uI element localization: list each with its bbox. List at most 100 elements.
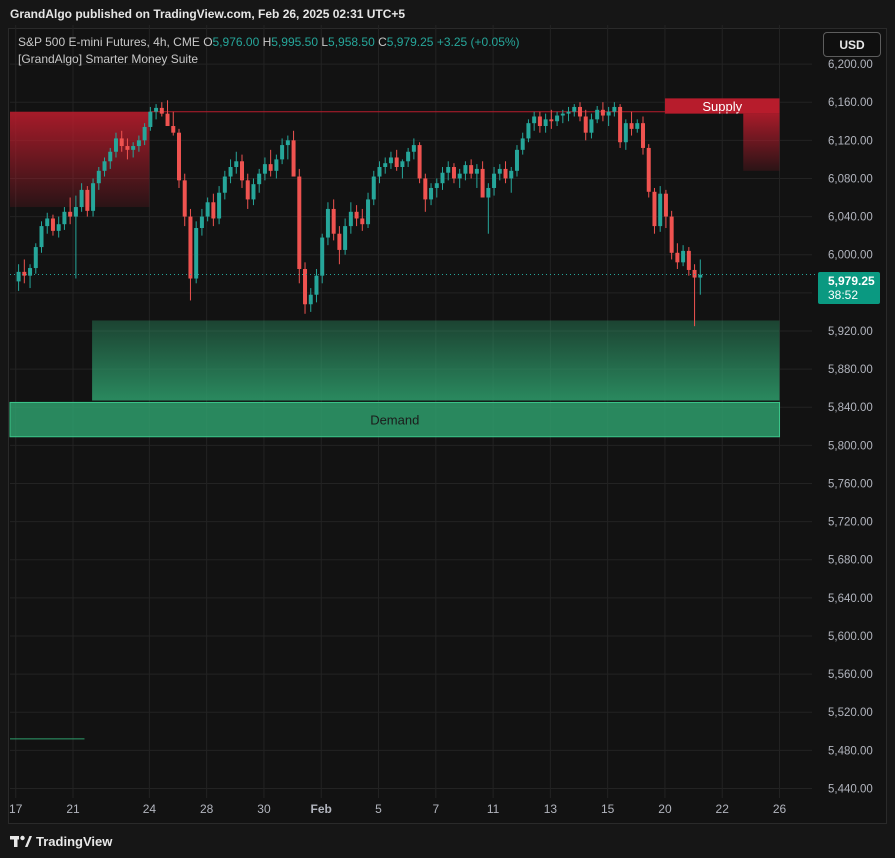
high-label: H xyxy=(262,35,272,49)
y-tick-label: 6,200.00 xyxy=(828,59,873,71)
candle-body xyxy=(113,138,118,152)
candle-body xyxy=(39,226,44,248)
candle-body xyxy=(291,140,296,177)
indicator-title[interactable]: [GrandAlgo] Smarter Money Suite xyxy=(18,52,199,66)
candle-body xyxy=(514,149,519,171)
candle-body xyxy=(50,218,55,231)
candle-body xyxy=(669,216,674,253)
tradingview-logo[interactable]: TradingView xyxy=(10,832,112,850)
last-price-value: 5,979.25 xyxy=(828,274,875,288)
y-tick-label: 5,760.00 xyxy=(828,478,873,490)
candle-body xyxy=(91,183,96,211)
open-label: O xyxy=(203,35,213,49)
candle-body xyxy=(411,145,416,152)
candle-body xyxy=(641,123,646,148)
candle-body xyxy=(274,159,279,171)
y-tick-label: 6,080.00 xyxy=(828,173,873,185)
candle-body xyxy=(371,176,376,200)
candle-body xyxy=(194,228,199,279)
candle-body xyxy=(497,168,502,174)
x-tick-label: 21 xyxy=(66,802,80,816)
candles xyxy=(10,100,818,327)
candle-body xyxy=(606,111,611,116)
candle-body xyxy=(595,109,600,120)
low-value: 5,958.50 xyxy=(328,35,375,49)
candle-body xyxy=(228,167,233,177)
candle-body xyxy=(629,123,634,129)
candle-body xyxy=(612,106,617,112)
candle-body xyxy=(314,275,319,295)
candle-body xyxy=(532,116,537,124)
candle-body xyxy=(343,226,348,250)
high-value: 5,995.50 xyxy=(271,35,318,49)
open-value: 5,976.00 xyxy=(212,35,260,49)
candle-body xyxy=(222,176,227,193)
y-tick-label: 5,880.00 xyxy=(828,364,873,376)
x-tick-label: 20 xyxy=(658,802,672,816)
low-label: L xyxy=(321,35,329,49)
y-tick-label: 5,560.00 xyxy=(828,669,873,681)
x-tick-label: 26 xyxy=(773,802,787,816)
candle-body xyxy=(446,167,451,173)
symbol-title: S&P 500 E-mini Futures, 4h, CME xyxy=(18,35,200,49)
candle-body xyxy=(429,187,434,200)
candle-body xyxy=(159,107,164,114)
candle-body xyxy=(240,161,245,181)
candle-body xyxy=(566,111,571,114)
y-tick-label: 6,000.00 xyxy=(828,250,873,262)
candle-body xyxy=(577,106,582,117)
candle-body xyxy=(16,271,21,282)
candle-body xyxy=(257,173,262,185)
x-tick-label: 13 xyxy=(544,802,558,816)
price-chart[interactable]: Supply Demand 6,200.00 6,160.00 6,120.00 6,0… xyxy=(0,0,895,824)
candle-body xyxy=(45,218,50,227)
tradingview-logo-icon xyxy=(10,835,32,847)
candle-body xyxy=(136,140,141,147)
candle-body xyxy=(675,252,680,263)
candle-body xyxy=(85,189,90,211)
candle-body xyxy=(623,123,628,143)
candle-body xyxy=(509,170,514,179)
candle-body xyxy=(457,173,462,179)
candle-body xyxy=(148,111,153,127)
candle-body xyxy=(188,216,193,279)
candle-body xyxy=(635,123,640,129)
candle-body xyxy=(245,180,250,200)
candle-body xyxy=(549,119,554,122)
candle-body xyxy=(348,211,353,227)
zone-supply xyxy=(664,98,780,114)
candle-body xyxy=(366,199,371,225)
candle-body xyxy=(543,119,548,127)
candle-body xyxy=(217,192,222,219)
candle-body xyxy=(394,157,399,168)
candle-body xyxy=(658,193,663,227)
candle-body xyxy=(537,116,542,127)
candle-body xyxy=(652,191,657,227)
candle-body xyxy=(171,126,176,133)
candle-body xyxy=(108,151,113,162)
candle-body xyxy=(423,178,428,200)
candle-body xyxy=(102,161,107,171)
candle-body xyxy=(486,187,491,198)
candle-body xyxy=(303,268,308,305)
y-tick-label: 6,120.00 xyxy=(828,135,873,147)
candle-body xyxy=(73,207,78,217)
candle-body xyxy=(262,164,267,174)
y-tick-label: 5,800.00 xyxy=(828,440,873,452)
candle-body xyxy=(308,294,313,305)
candle-body xyxy=(331,208,336,234)
candle-body xyxy=(142,126,147,141)
close-value: 5,979.25 xyxy=(386,35,434,49)
axes: 6,200.00 6,160.00 6,120.00 6,080.00 6,040.00… xyxy=(9,59,873,816)
candle-body xyxy=(154,107,159,112)
candle-body xyxy=(205,202,210,217)
zone-demand xyxy=(9,401,781,438)
y-tick-label: 5,600.00 xyxy=(828,631,873,643)
y-tick-label: 5,520.00 xyxy=(828,707,873,719)
candle-body xyxy=(526,123,531,139)
candle-body xyxy=(234,161,239,168)
candle-body xyxy=(360,218,365,225)
candle-body xyxy=(62,211,67,225)
currency-button[interactable]: USD xyxy=(823,32,881,57)
candle-body xyxy=(165,113,170,127)
